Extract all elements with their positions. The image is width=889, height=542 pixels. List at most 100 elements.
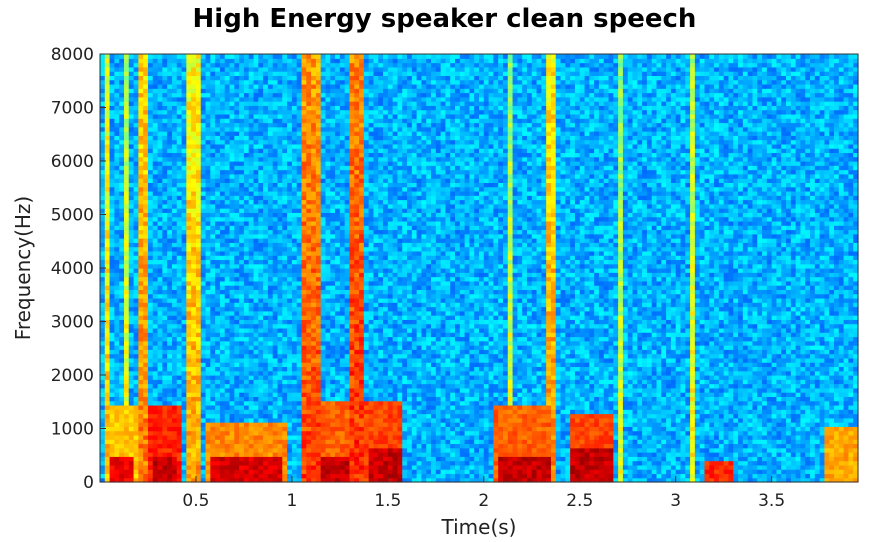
spectrogram-cell — [335, 135, 341, 141]
spectrogram-cell — [243, 263, 250, 269]
spectrogram-cell — [263, 353, 269, 359]
spectrogram-cell — [320, 464, 327, 470]
spectrogram-cell — [219, 169, 226, 175]
spectrogram-cell — [253, 225, 259, 231]
spectrogram-cell — [119, 375, 125, 380]
spectrogram-cell — [291, 340, 298, 346]
spectrogram-cell — [311, 370, 317, 376]
spectrogram-cell — [267, 400, 274, 406]
spectrogram-cell — [162, 238, 168, 243]
spectrogram-cell — [152, 216, 159, 222]
spectrogram-cell — [239, 131, 245, 136]
spectrogram-cell — [296, 199, 303, 205]
spectrogram-cell — [147, 306, 154, 312]
spectrogram-cell — [272, 289, 279, 295]
spectrogram-cell — [311, 452, 317, 457]
spectrogram-cell — [114, 250, 120, 256]
spectrogram-cell — [229, 327, 235, 333]
spectrogram-cell — [162, 79, 168, 85]
spectrogram-cell — [114, 165, 120, 171]
spectrogram-cell — [123, 319, 130, 325]
spectrogram-cell — [219, 357, 226, 363]
spectrogram-cell — [162, 220, 168, 226]
spectrogram-cell — [315, 400, 322, 406]
spectrogram-cell — [258, 220, 264, 226]
spectrogram-cell — [296, 139, 303, 145]
spectrogram-cell — [282, 349, 288, 355]
spectrogram-cell — [176, 118, 183, 124]
spectrogram-cell — [133, 469, 139, 475]
spectrogram-cell — [291, 417, 298, 423]
spectrogram-cell — [248, 362, 255, 368]
spectrogram-cell — [143, 250, 149, 256]
spectrogram-cell — [205, 310, 211, 316]
spectrogram-cell — [330, 310, 336, 316]
spectrogram-cell — [195, 473, 202, 479]
spectrogram-cell — [100, 233, 106, 239]
spectrogram-cell — [109, 135, 115, 141]
spectrogram-cell — [224, 340, 231, 346]
spectrogram-cell — [104, 148, 111, 154]
spectrogram-cell — [287, 113, 293, 119]
spectrogram-cell — [167, 280, 173, 286]
spectrogram-cell — [171, 126, 178, 132]
spectrogram-cell — [267, 225, 274, 231]
spectrogram-cell — [301, 302, 307, 308]
spectrogram-cell — [301, 148, 307, 154]
spectrogram-cell — [272, 109, 279, 115]
spectrogram-cell — [143, 208, 149, 213]
spectrogram-cell — [176, 126, 183, 132]
spectrogram-cell — [152, 88, 159, 94]
spectrogram-cell — [306, 96, 312, 102]
spectrogram-cell — [210, 357, 216, 363]
spectrogram-cell — [186, 268, 192, 273]
spectrogram-cell — [219, 58, 226, 64]
spectrogram-cell — [215, 383, 221, 389]
spectrogram-cell — [104, 118, 111, 124]
spectrogram-cell — [133, 182, 139, 188]
spectrogram-cell — [176, 195, 183, 201]
spectrogram-cell — [320, 220, 327, 226]
spectrogram-cell — [133, 464, 139, 470]
spectrogram-cell — [138, 340, 144, 346]
spectrogram-cell — [152, 152, 159, 158]
spectrogram-cell — [229, 79, 235, 85]
spectrogram-cell — [157, 92, 163, 98]
spectrogram-cell — [157, 272, 163, 278]
spectrogram-cell — [277, 208, 283, 213]
spectrogram-cell — [239, 169, 245, 175]
spectrogram-cell — [267, 383, 274, 389]
spectrogram-cell — [306, 88, 312, 94]
spectrogram-cell — [186, 456, 192, 462]
spectrogram-cell — [243, 409, 250, 415]
spectrogram-cell — [306, 113, 312, 119]
spectrogram-cell — [234, 88, 240, 94]
spectrogram-cell — [181, 404, 187, 410]
spectrogram-cell — [186, 319, 192, 325]
spectrogram-cell — [128, 62, 135, 68]
spectrogram-cell — [282, 439, 288, 445]
spectrogram-cell — [224, 469, 231, 475]
spectrogram-cell — [171, 400, 178, 406]
spectrogram-cell — [176, 366, 183, 372]
spectrogram-cell — [100, 310, 106, 316]
spectrogram-cell — [239, 190, 245, 196]
spectrogram-cell — [248, 178, 255, 183]
spectrogram-cell — [181, 208, 187, 213]
spectrogram-cell — [114, 263, 120, 269]
spectrogram-cell — [296, 323, 303, 329]
spectrogram-cell — [282, 165, 288, 171]
spectrogram-cell — [272, 88, 279, 94]
spectrogram-cell — [181, 434, 187, 440]
spectrogram-cell — [152, 362, 159, 368]
spectrogram-cell — [152, 349, 159, 355]
spectrogram-cell — [109, 156, 115, 162]
spectrogram-cell — [143, 302, 149, 308]
spectrogram-cell — [243, 220, 250, 226]
spectrogram-cell — [287, 238, 293, 243]
spectrogram-cell — [157, 430, 163, 436]
spectrogram-cell — [162, 366, 168, 372]
spectrogram-cell — [205, 349, 211, 355]
spectrogram-cell — [109, 280, 115, 286]
spectrogram-cell — [248, 225, 255, 231]
